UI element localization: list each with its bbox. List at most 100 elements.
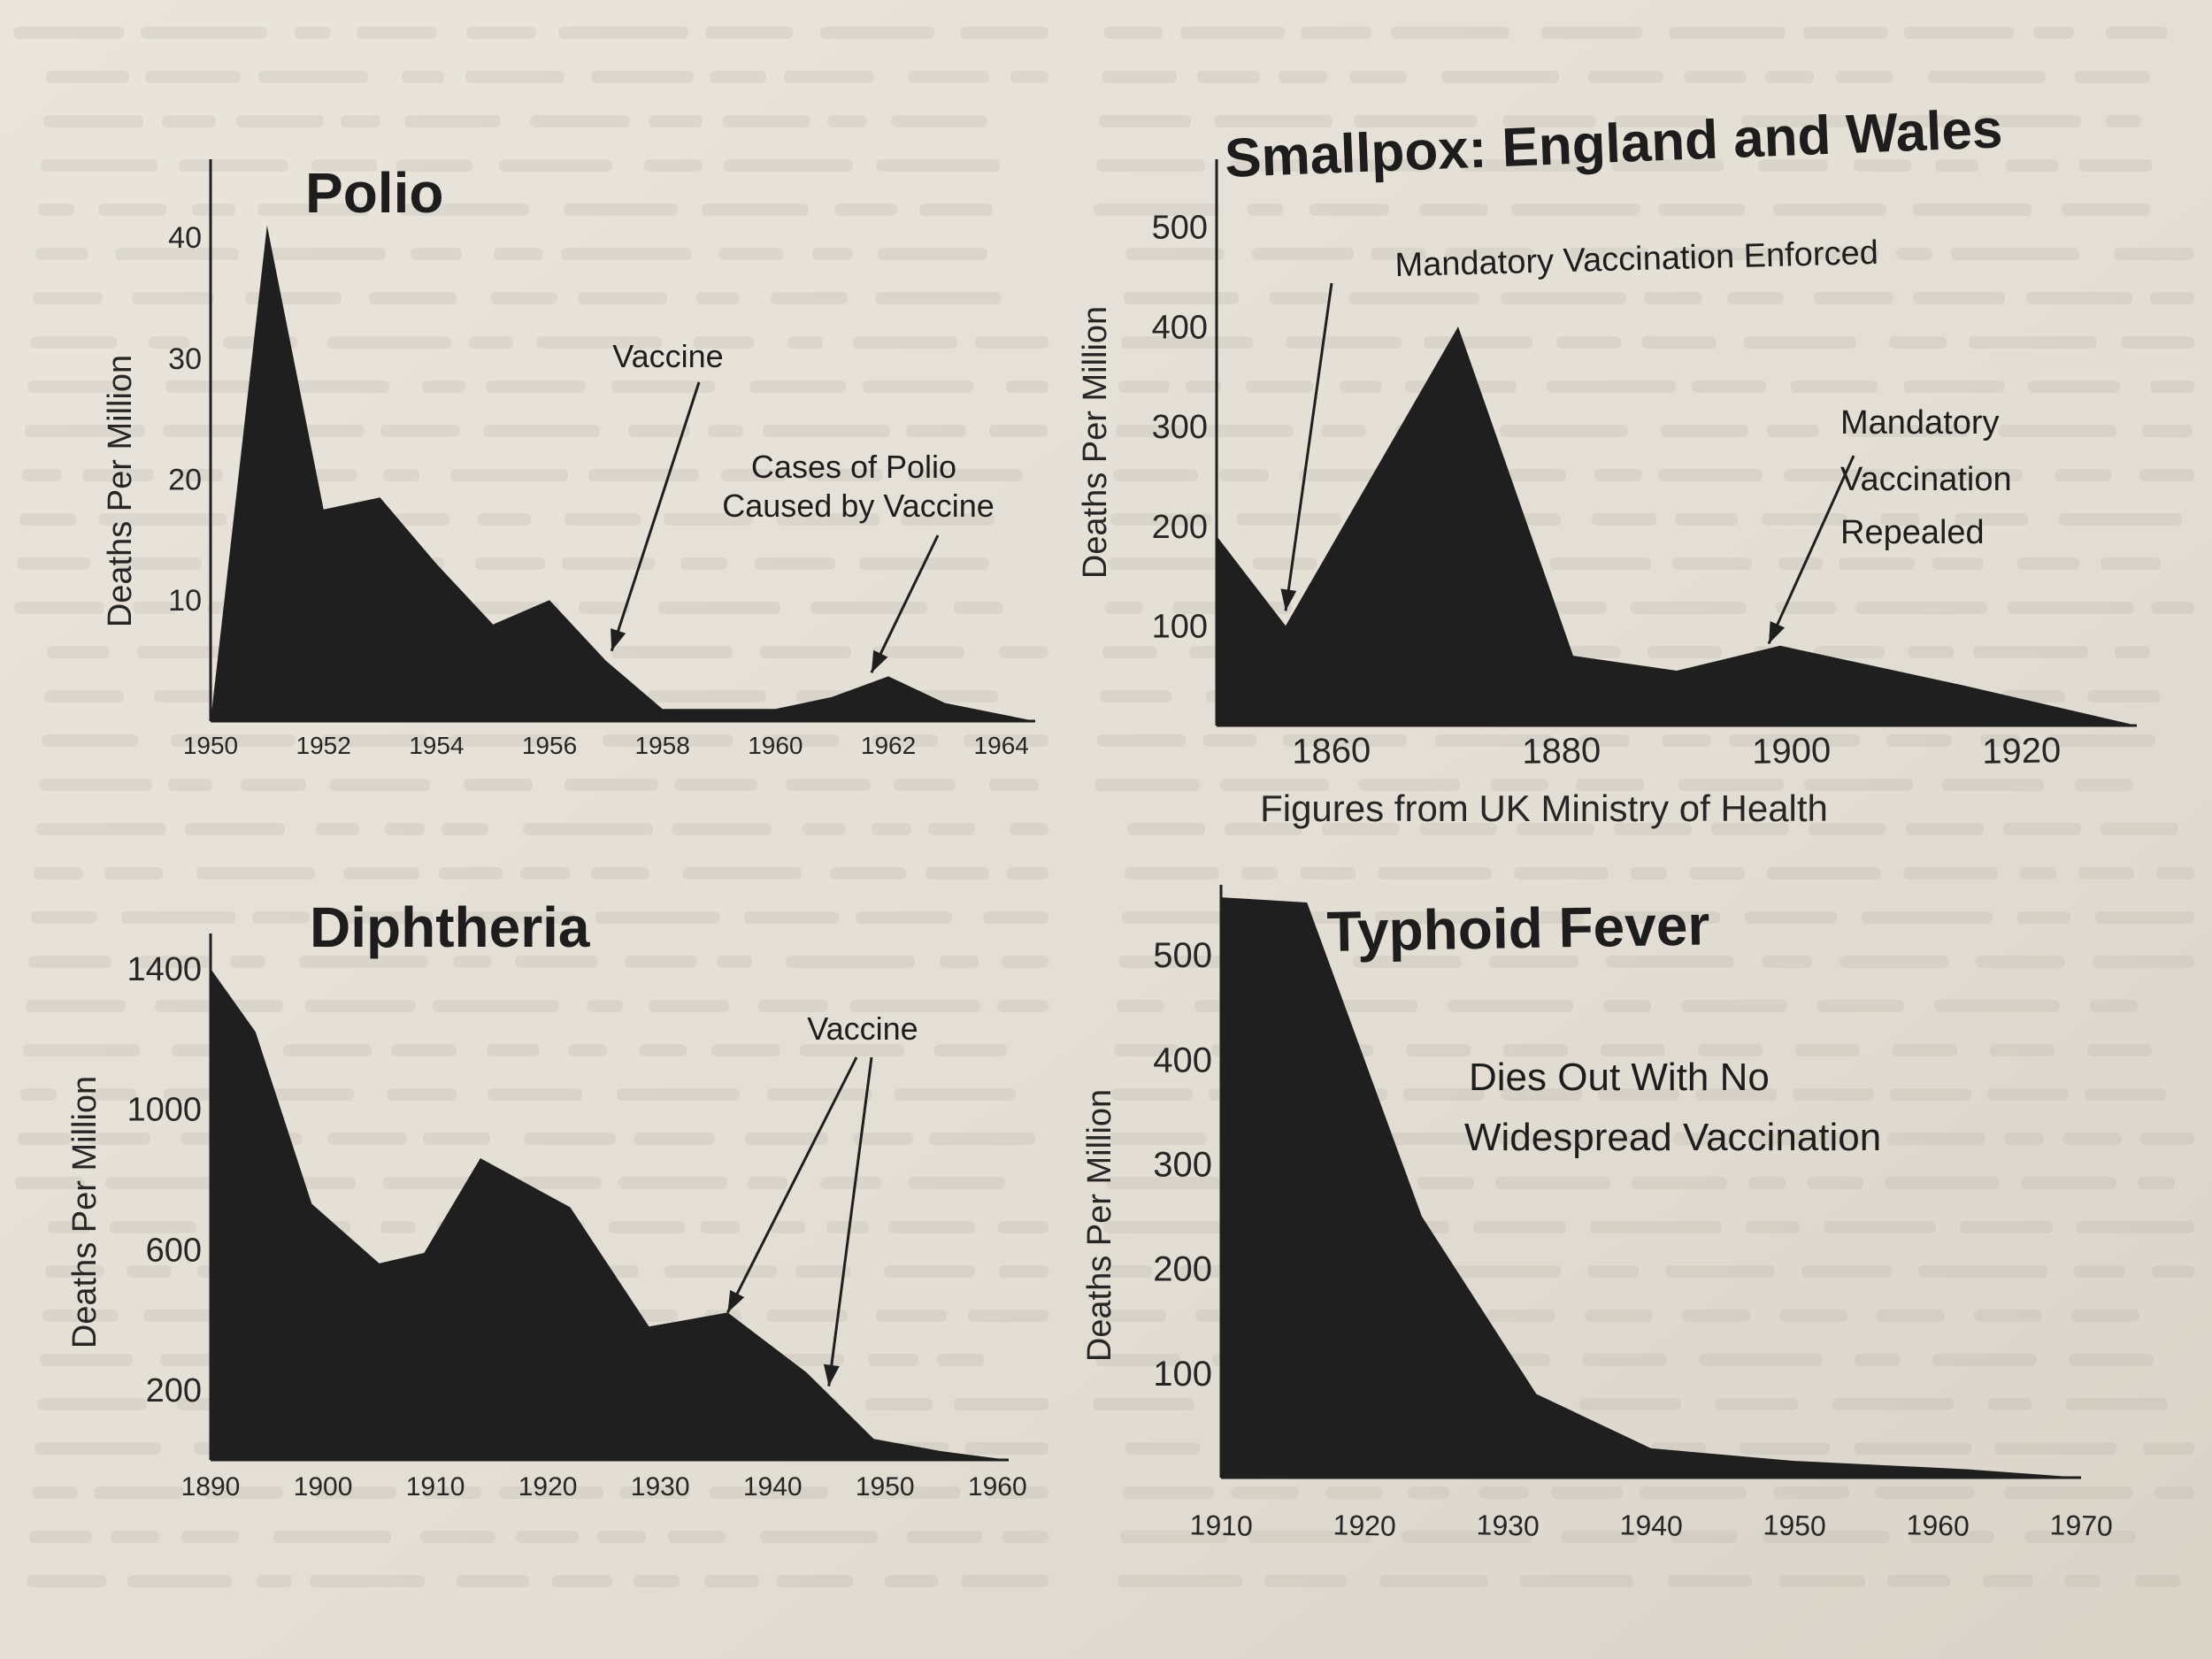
bleed-through-mark <box>909 469 1023 481</box>
bleed-through-mark <box>2106 27 2168 39</box>
bleed-through-mark <box>1340 380 1382 393</box>
bleed-through-mark <box>1776 602 1837 614</box>
bleed-through-mark <box>466 27 536 39</box>
bleed-through-mark <box>928 823 975 835</box>
bleed-through-mark <box>999 646 1048 658</box>
polio-area <box>211 225 1035 721</box>
bleed-through-mark <box>1893 1044 1957 1056</box>
typhoid-x-tick-label: 1920 <box>1333 1509 1396 1541</box>
bleed-through-mark <box>1987 1088 2069 1101</box>
bleed-through-mark <box>721 469 787 481</box>
bleed-through-mark <box>1960 1221 2053 1233</box>
bleed-through-mark <box>494 248 543 260</box>
bleed-through-mark <box>806 469 883 481</box>
bleed-through-mark <box>1839 557 1915 570</box>
typhoid-plot: 1910 1920 1930 1940 1950 1960 1970 100 200 300 40… <box>1153 885 2113 1542</box>
bleed-through-mark <box>1673 1133 1732 1145</box>
bleed-through-mark <box>1354 115 1478 127</box>
bleed-through-mark <box>1727 292 1784 304</box>
bleed-through-mark <box>1111 1088 1193 1101</box>
bleed-through-mark <box>1773 204 1886 216</box>
bleed-through-mark <box>648 690 766 703</box>
bleed-through-mark <box>878 248 987 260</box>
bleed-through-mark <box>1594 469 1642 481</box>
smallpox-x-ticks: 1860 1880 1900 1920 <box>1292 731 2062 772</box>
bleed-through-mark <box>34 867 83 879</box>
bleed-through-mark <box>1119 956 1248 968</box>
bleed-through-mark <box>411 248 462 260</box>
bleed-through-mark <box>162 115 216 127</box>
bleed-through-mark <box>1547 380 1676 393</box>
bleed-through-mark <box>1180 27 1285 39</box>
bleed-through-mark <box>110 1221 196 1233</box>
bleed-through-mark <box>1875 1486 1975 1499</box>
bleed-through-mark <box>1002 1531 1048 1543</box>
polio-y-ticks: 10 20 30 40 <box>168 221 202 618</box>
bleed-through-mark <box>820 27 934 39</box>
typhoid-y-ticks: 100 200 300 400 500 <box>1153 936 1212 1394</box>
bleed-through-mark <box>723 115 810 127</box>
bleed-through-mark <box>1609 911 1720 924</box>
typhoid-y-tick-label: 100 <box>1153 1355 1212 1394</box>
bleed-through-mark <box>595 911 720 924</box>
bleed-through-mark <box>1322 823 1400 835</box>
bleed-through-mark <box>45 1265 104 1278</box>
bleed-through-mark <box>940 956 979 968</box>
bleed-through-mark <box>1973 646 2088 658</box>
bleed-through-mark <box>2024 1531 2136 1543</box>
bleed-through-mark <box>965 1442 1048 1455</box>
bleed-through-mark <box>853 1133 913 1145</box>
bleed-through-mark <box>1682 1310 1750 1322</box>
bleed-through-mark <box>1716 1398 1798 1410</box>
bleed-through-mark <box>439 867 503 879</box>
bleed-through-mark <box>1814 646 1885 658</box>
bleed-through-mark <box>1932 1354 2037 1366</box>
bleed-through-mark <box>1689 867 1745 879</box>
bleed-through-mark <box>343 867 419 879</box>
bleed-through-mark <box>718 248 784 260</box>
bleed-through-mark <box>1349 71 1407 83</box>
bleed-through-mark <box>1934 1000 2060 1012</box>
bleed-through-mark <box>1672 557 1752 570</box>
bleed-through-mark <box>683 867 802 879</box>
smallpox-y-tick-label: 200 <box>1152 509 1208 546</box>
bleed-through-mark <box>257 204 370 216</box>
smallpox-enforced-arrow <box>1284 282 1333 611</box>
bleed-through-mark <box>803 823 846 835</box>
bleed-through-mark <box>1658 204 1745 216</box>
bleed-through-mark <box>1202 425 1294 437</box>
bleed-through-mark <box>391 1044 457 1056</box>
bleed-through-mark <box>2090 1000 2138 1012</box>
bleed-through-mark <box>1358 779 1460 791</box>
bleed-through-mark <box>1310 204 1389 216</box>
polio-y-tick-label: 20 <box>168 464 202 497</box>
bleed-through-mark <box>450 469 568 481</box>
bleed-through-mark <box>1641 336 1717 349</box>
bleed-through-mark <box>1127 823 1205 835</box>
bleed-through-mark <box>196 867 315 879</box>
bleed-through-mark <box>1741 115 1853 127</box>
bleed-through-mark <box>1106 1177 1221 1189</box>
bleed-through-mark <box>499 159 612 172</box>
bleed-through-mark <box>777 513 879 526</box>
bleed-through-mark <box>1758 159 1828 172</box>
bleed-through-mark <box>1890 1088 1971 1101</box>
polio-x-tick-label: 1960 <box>748 732 803 759</box>
bleed-through-mark <box>649 1000 729 1012</box>
bleed-through-mark <box>88 1133 150 1145</box>
bleed-through-mark <box>1807 1177 1863 1189</box>
bleed-through-mark <box>1391 27 1509 39</box>
bleed-through-mark <box>1403 1088 1485 1101</box>
bleed-through-mark <box>488 1088 582 1101</box>
bleed-through-mark <box>1862 911 1993 924</box>
arrowhead <box>823 1363 840 1386</box>
bleed-through-mark <box>579 602 630 614</box>
bleed-through-mark <box>1126 248 1225 260</box>
bleed-through-mark <box>160 1354 219 1366</box>
polio-x-tick-label: 1952 <box>296 732 351 759</box>
bleed-through-mark <box>241 779 306 791</box>
bleed-through-mark <box>702 204 809 216</box>
bleed-through-mark <box>1104 27 1163 39</box>
bleed-through-mark <box>1791 380 1878 393</box>
bleed-through-mark <box>395 513 449 526</box>
